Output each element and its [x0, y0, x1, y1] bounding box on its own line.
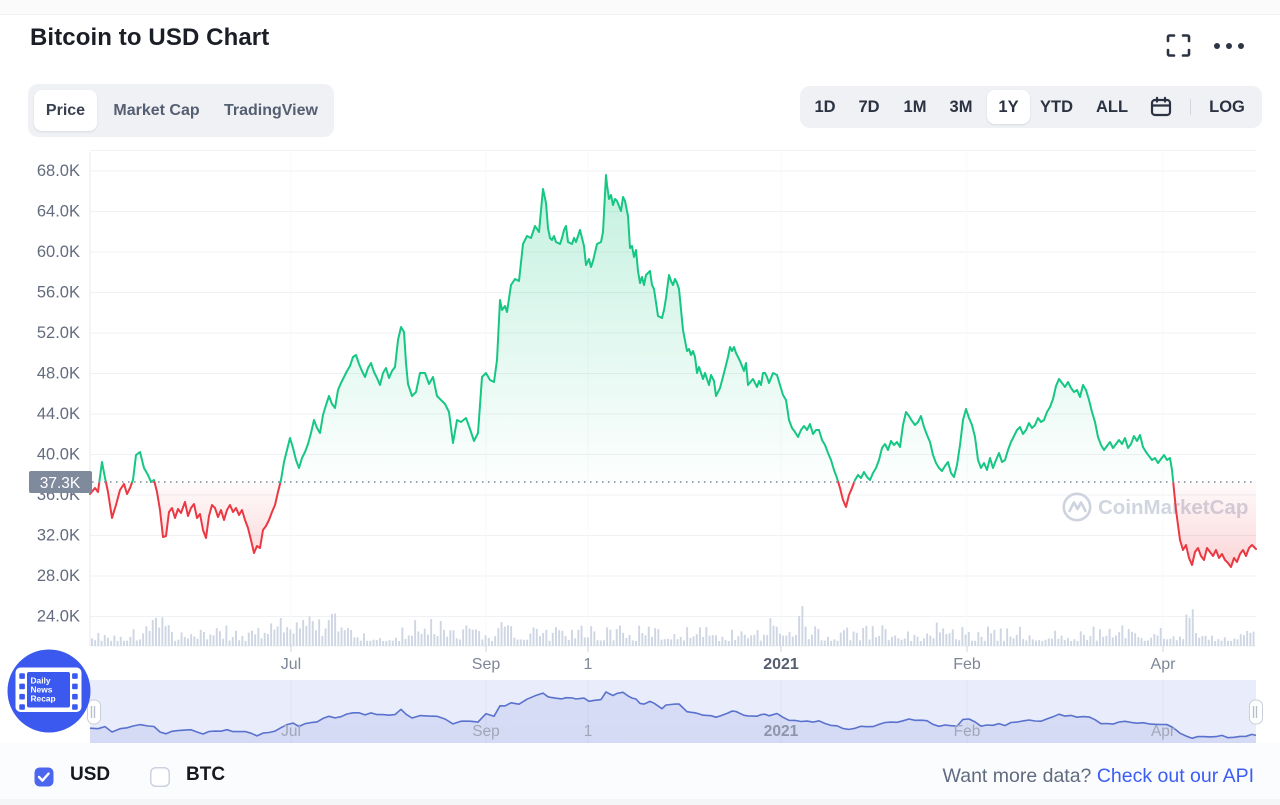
svg-text:68.0K: 68.0K [37, 162, 80, 180]
svg-text:24.0K: 24.0K [37, 608, 80, 626]
svg-text:28.0K: 28.0K [37, 567, 80, 585]
svg-text:48.0K: 48.0K [37, 365, 80, 383]
svg-text:64.0K: 64.0K [37, 203, 80, 221]
svg-text:56.0K: 56.0K [37, 284, 80, 302]
svg-text:Feb: Feb [953, 656, 981, 673]
svg-text:60.0K: 60.0K [37, 243, 80, 261]
svg-text:40.0K: 40.0K [37, 446, 80, 464]
svg-text:Jul: Jul [281, 723, 301, 740]
svg-text:News: News [31, 685, 53, 695]
svg-text:1: 1 [584, 723, 593, 740]
svg-text:Jul: Jul [281, 656, 301, 673]
svg-text:Recap: Recap [31, 694, 56, 704]
svg-text:Sep: Sep [472, 723, 500, 740]
svg-text:44.0K: 44.0K [37, 405, 80, 423]
svg-text:Apr: Apr [1151, 723, 1175, 740]
svg-text:Sep: Sep [472, 656, 501, 673]
svg-text:2021: 2021 [763, 656, 799, 673]
svg-text:1: 1 [584, 656, 593, 673]
svg-text:52.0K: 52.0K [37, 324, 80, 342]
svg-text:Feb: Feb [954, 723, 981, 740]
svg-text:37.3K: 37.3K [40, 475, 81, 492]
svg-text:Apr: Apr [1151, 656, 1177, 673]
svg-text:Daily: Daily [31, 676, 51, 686]
svg-text:2021: 2021 [764, 723, 799, 740]
svg-text:32.0K: 32.0K [37, 527, 80, 545]
